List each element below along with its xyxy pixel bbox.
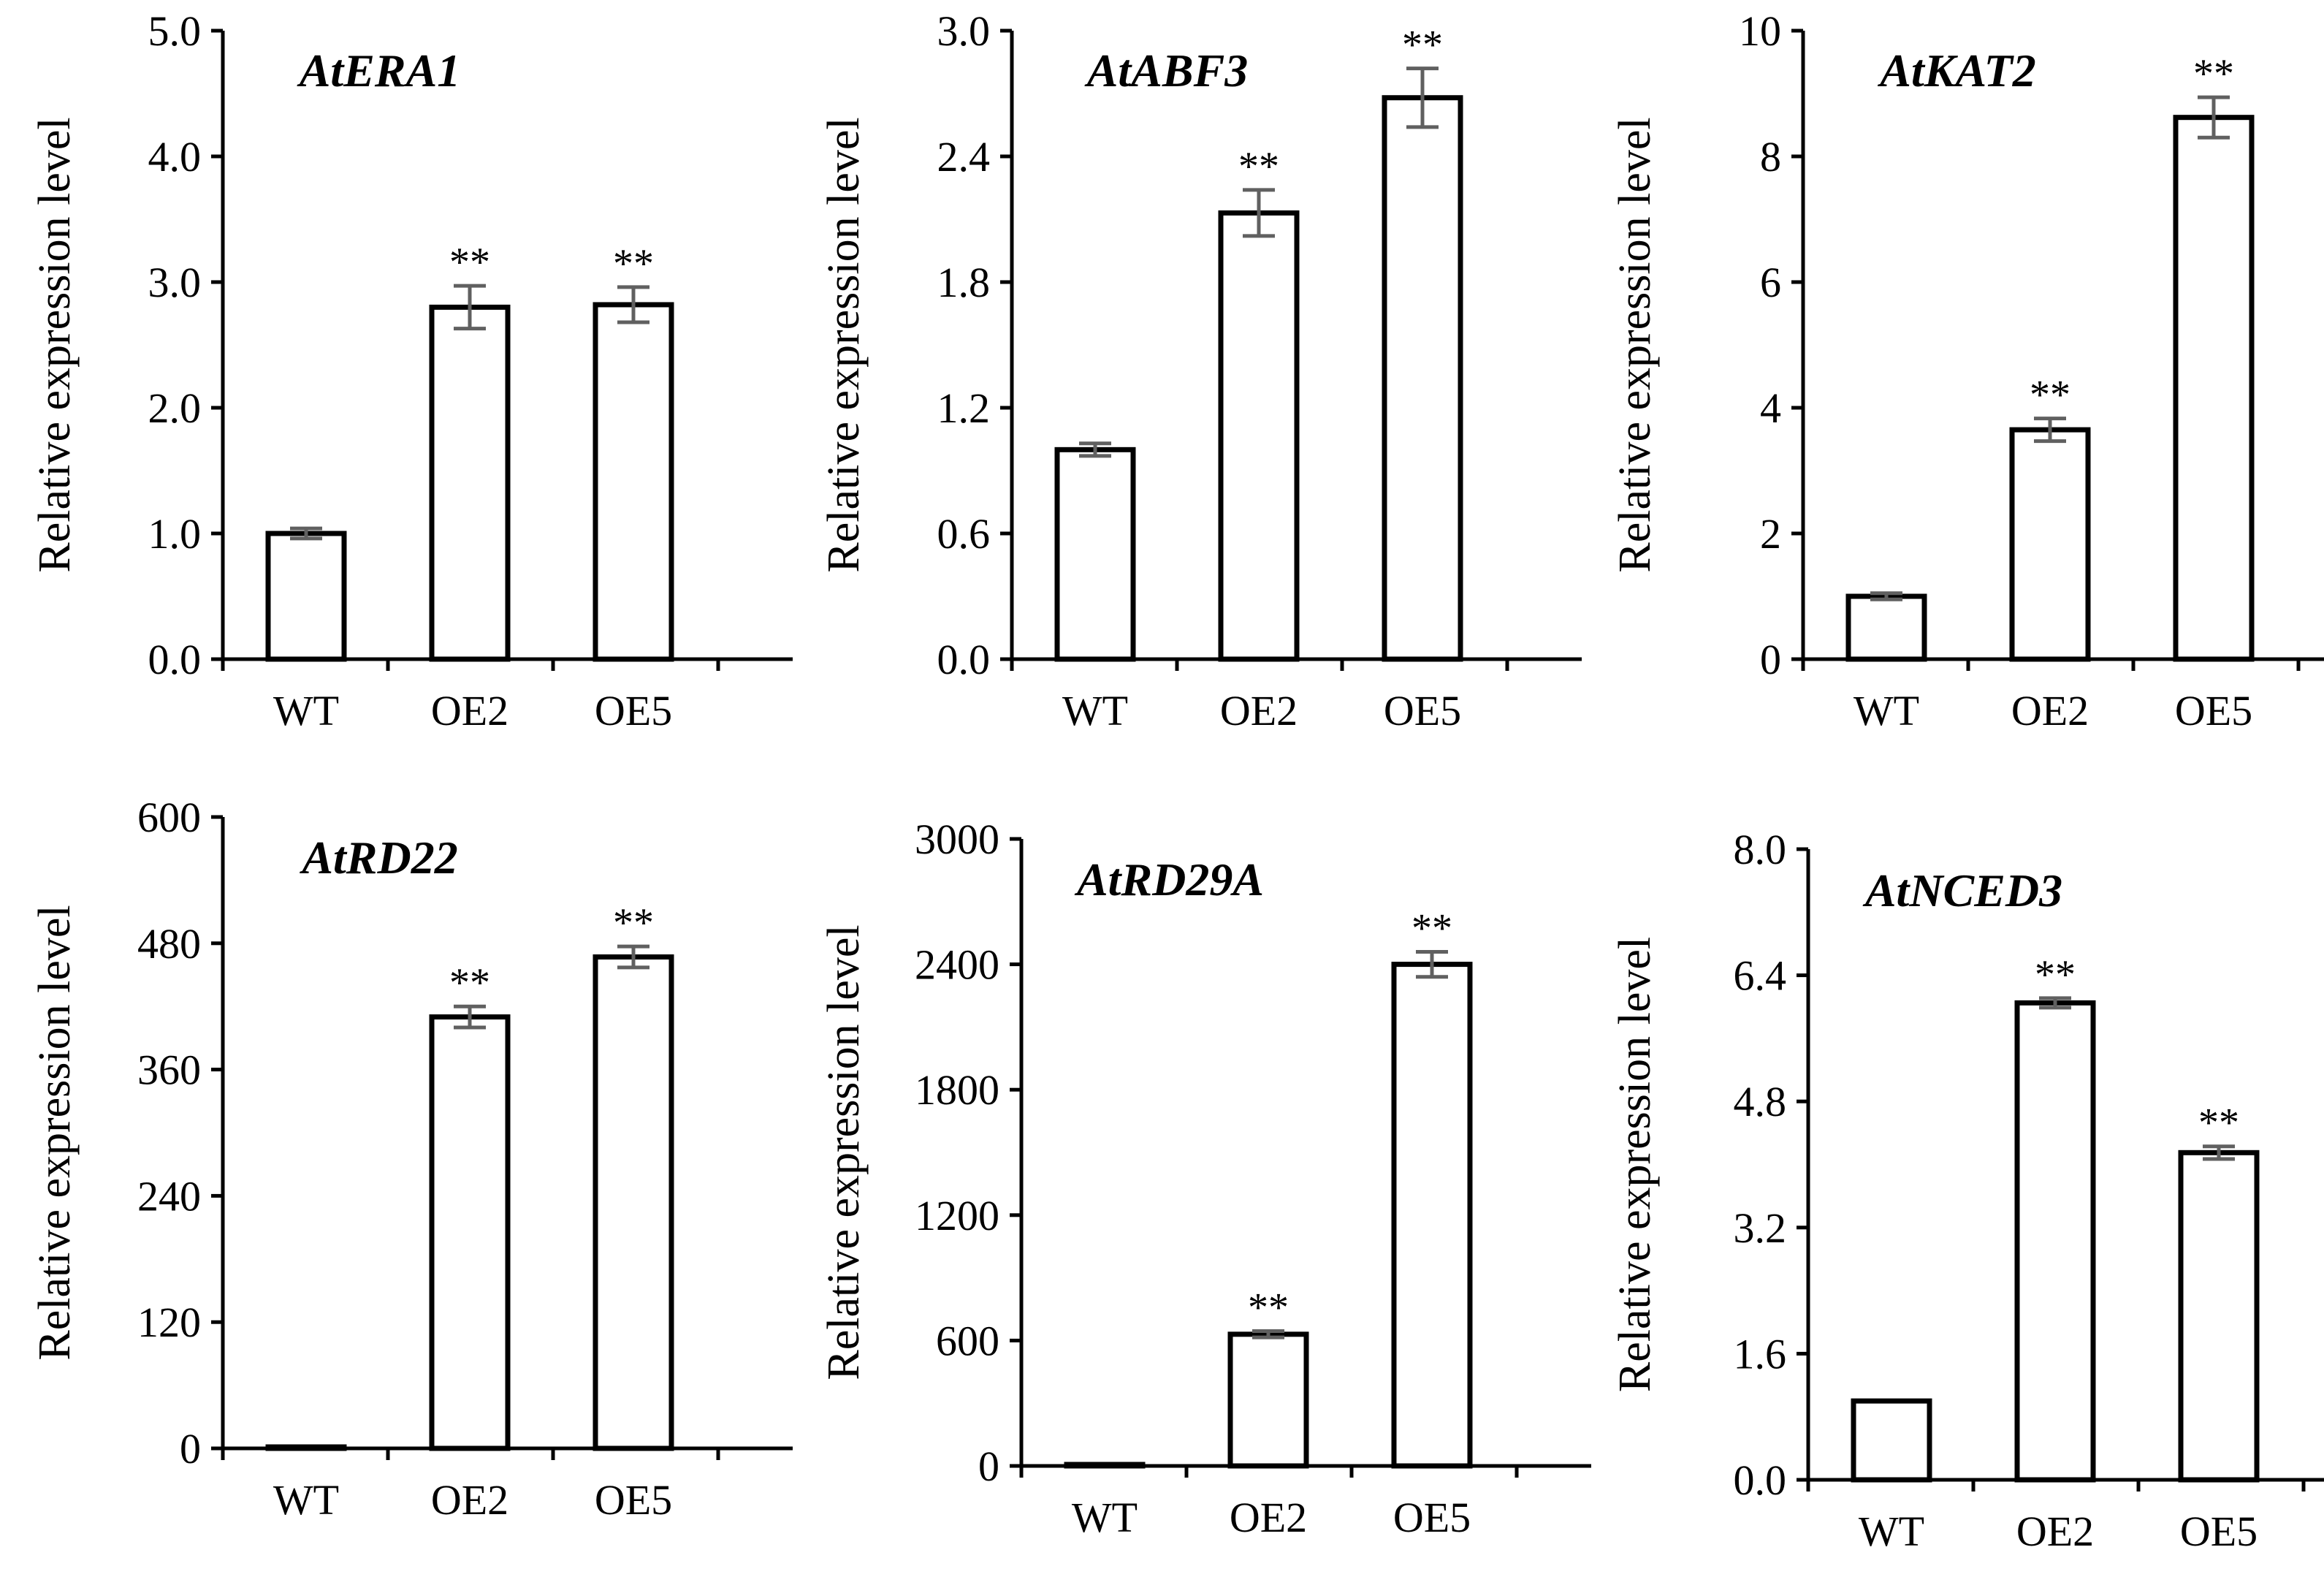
bar-1-2: [1382, 95, 1463, 662]
y-tick-label-5-5: 8.0: [1734, 826, 1787, 873]
bar-3-2: [593, 954, 674, 1451]
significance-label-0-1: **: [449, 240, 490, 285]
y-tick-label-0-4: 4.0: [148, 133, 202, 180]
y-tick-label-0-5: 5.0: [148, 7, 202, 55]
category-label-3-0: WT: [273, 1476, 339, 1524]
y-tick-label-3-0: 0: [180, 1425, 201, 1472]
category-label-0-2: OE5: [595, 687, 672, 734]
y-tick-label-2-0: 0: [1760, 636, 1781, 683]
y-tick-label-1-5: 3.0: [937, 7, 991, 55]
category-label-5-1: OE2: [2016, 1508, 2094, 1555]
category-label-4-2: OE5: [1393, 1494, 1471, 1541]
bar-5-0: [1851, 1398, 1932, 1483]
y-tick-label-4-0: 0: [978, 1443, 999, 1490]
bar-4-0: [1064, 1462, 1146, 1469]
y-tick-label-5-1: 1.6: [1734, 1330, 1787, 1378]
bar-3-0: [265, 1444, 347, 1451]
y-tick-label-4-4: 2400: [915, 941, 999, 989]
y-tick-label-3-5: 600: [137, 794, 201, 841]
y-tick-label-0-0: 0.0: [148, 636, 202, 683]
significance-label-1-2: **: [1402, 23, 1443, 68]
category-label-3-2: OE5: [595, 1476, 672, 1524]
significance-label-2-1: **: [2030, 373, 2070, 418]
y-tick-label-5-2: 3.2: [1734, 1204, 1787, 1252]
category-label-0-1: OE2: [431, 687, 508, 734]
y-tick-label-0-1: 1.0: [148, 510, 202, 558]
significance-label-4-2: **: [1411, 905, 1452, 951]
y-tick-label-2-5: 10: [1739, 7, 1781, 55]
y-tick-label-1-1: 0.6: [937, 510, 991, 558]
bar-5-2: [2178, 1150, 2260, 1483]
y-axis-title-4: Relative expression level: [819, 924, 869, 1380]
category-label-1-2: OE5: [1384, 687, 1461, 734]
y-axis-title-3: Relative expression level: [30, 905, 80, 1360]
chart-title-2: AtKAT2: [1877, 45, 2035, 96]
y-tick-label-3-1: 120: [137, 1299, 201, 1346]
bar-0-1: [429, 304, 511, 662]
y-tick-label-2-2: 4: [1760, 384, 1781, 432]
y-tick-label-2-3: 6: [1760, 259, 1781, 306]
y-tick-label-5-3: 4.8: [1734, 1078, 1787, 1125]
y-tick-label-4-3: 1800: [915, 1066, 999, 1114]
significance-label-5-1: **: [2035, 952, 2076, 997]
category-label-0-0: WT: [273, 687, 339, 734]
y-tick-label-1-0: 0.0: [937, 636, 991, 683]
y-axis-title-1: Relative expression level: [819, 117, 869, 572]
y-tick-label-0-2: 2.0: [148, 384, 202, 432]
y-tick-label-2-1: 2: [1760, 510, 1781, 558]
y-tick-label-0-3: 3.0: [148, 259, 202, 306]
chart-title-0: AtERA1: [297, 45, 461, 96]
category-label-3-1: OE2: [431, 1476, 508, 1524]
y-tick-label-2-4: 8: [1760, 133, 1781, 180]
chart-title-1: AtABF3: [1084, 45, 1249, 96]
bar-1-1: [1218, 210, 1300, 662]
category-label-2-1: OE2: [2011, 687, 2089, 734]
category-label-4-0: WT: [1072, 1494, 1138, 1541]
y-axis-title-5: Relative expression level: [1610, 937, 1660, 1392]
y-tick-label-4-5: 3000: [915, 816, 999, 863]
category-label-5-0: WT: [1859, 1508, 1924, 1555]
significance-label-1-1: **: [1238, 144, 1279, 189]
y-tick-label-3-4: 480: [137, 920, 201, 968]
y-tick-label-4-1: 600: [936, 1317, 999, 1364]
category-label-2-0: WT: [1854, 687, 1919, 734]
bar-4-2: [1391, 962, 1473, 1469]
y-axis-title-2: Relative expression level: [1610, 117, 1660, 572]
y-axis-title-0: Relative expression level: [30, 117, 80, 572]
bar-4-1: [1227, 1331, 1309, 1469]
y-tick-label-3-3: 360: [137, 1046, 201, 1094]
y-tick-label-1-4: 2.4: [937, 133, 991, 180]
significance-label-0-2: **: [613, 241, 654, 286]
bar-2-2: [2173, 115, 2255, 662]
chart-title-3: AtRD22: [299, 832, 457, 884]
y-tick-label-4-2: 1200: [915, 1192, 999, 1239]
bar-3-1: [429, 1014, 511, 1451]
bar-2-1: [2009, 427, 2091, 662]
category-label-1-0: WT: [1062, 687, 1128, 734]
y-tick-label-5-4: 6.4: [1734, 952, 1787, 1000]
category-label-1-1: OE2: [1220, 687, 1298, 734]
bar-1-0: [1054, 446, 1136, 662]
significance-label-2-2: **: [2193, 51, 2234, 96]
significance-label-3-1: **: [449, 960, 490, 1006]
bar-5-1: [2014, 1000, 2096, 1483]
bar-2-0: [1845, 593, 1927, 662]
bar-0-0: [265, 531, 347, 662]
significance-label-4-1: **: [1248, 1285, 1289, 1331]
y-tick-label-3-2: 240: [137, 1172, 201, 1220]
chart-title-5: AtNCED3: [1862, 864, 2062, 916]
category-label-2-2: OE5: [2175, 687, 2252, 734]
bar-0-2: [593, 302, 674, 662]
y-tick-label-1-3: 1.8: [937, 259, 991, 306]
significance-label-3-2: **: [613, 900, 654, 946]
chart-title-4: AtRD29A: [1074, 854, 1264, 905]
y-tick-label-5-0: 0.0: [1734, 1456, 1787, 1504]
y-tick-label-1-2: 1.2: [937, 384, 991, 432]
significance-label-5-2: **: [2198, 1101, 2239, 1146]
category-label-5-2: OE5: [2180, 1508, 2258, 1555]
category-label-4-1: OE2: [1230, 1494, 1307, 1541]
